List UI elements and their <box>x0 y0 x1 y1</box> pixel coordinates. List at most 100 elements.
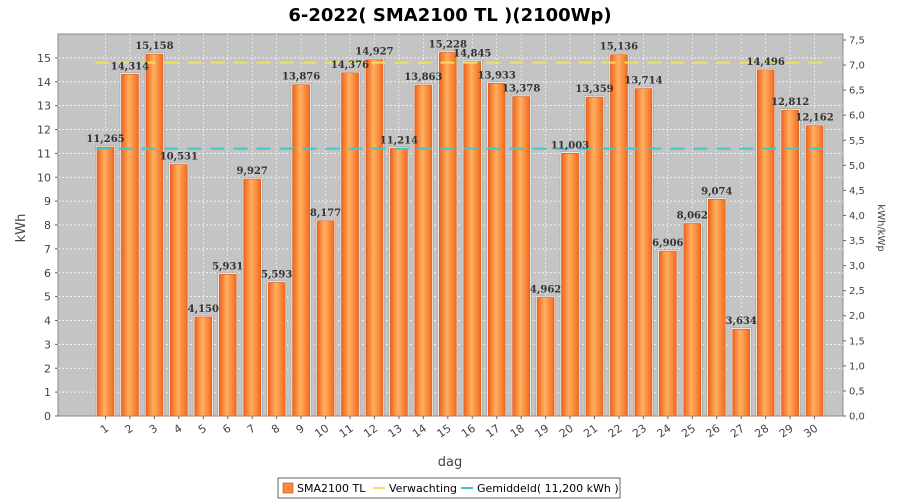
bar <box>610 54 628 417</box>
x-tick-label: 1 <box>98 422 111 437</box>
legend: SMA2100 TL Verwachting Gemiddeld( 11,200 k… <box>277 477 621 499</box>
x-tick-label: 3 <box>147 422 160 437</box>
legend-entry: Verwachting <box>389 482 457 495</box>
x-tick-label: 4 <box>171 422 184 437</box>
bar <box>194 316 213 417</box>
data-label: 8,062 <box>677 211 708 222</box>
data-label: 5,931 <box>212 261 243 272</box>
y2-tick-label: 3,0 <box>849 261 865 272</box>
y2-tick-label: 2,5 <box>849 286 865 297</box>
data-label: 11,265 <box>86 134 124 145</box>
chart-title: 6-2022( SMA2100 TL )(2100Wp) <box>288 5 611 26</box>
data-label: 14,376 <box>331 60 369 71</box>
data-label: 14,314 <box>111 61 149 72</box>
data-label: 13,714 <box>624 76 662 87</box>
x-tick-label: 21 <box>581 422 600 441</box>
y2-tick-label: 0,5 <box>849 386 865 397</box>
y2-tick-label: 5,0 <box>849 161 865 172</box>
legend-entry: SMA2100 TL <box>297 482 366 495</box>
legend-entry: Gemiddeld( 11,200 kWh ) <box>477 482 619 495</box>
x-tick-label: 10 <box>312 422 331 441</box>
bar <box>707 199 726 417</box>
bar <box>781 109 799 417</box>
bar <box>316 220 335 417</box>
y-tick-label: 15 <box>37 52 51 65</box>
y-tick-label: 0 <box>44 410 51 423</box>
x-tick-label: 8 <box>269 422 282 437</box>
data-label: 5,593 <box>261 269 292 280</box>
data-label: 9,927 <box>237 166 268 177</box>
x-tick-label: 7 <box>245 422 258 437</box>
x-tick-label: 30 <box>801 422 820 441</box>
data-label: 6,906 <box>652 238 683 249</box>
data-label: 10,531 <box>160 152 198 163</box>
y-axis-label: kWh <box>14 214 29 243</box>
x-tick-label: 24 <box>655 422 674 441</box>
x-tick-label: 16 <box>459 422 478 441</box>
data-label: 12,162 <box>795 113 833 124</box>
data-label: 4,962 <box>530 285 561 296</box>
data-label: 14,927 <box>355 47 393 58</box>
y-tick-label: 10 <box>37 171 51 184</box>
bar <box>805 125 824 417</box>
x-tick-label: 2 <box>122 422 135 437</box>
bar <box>170 164 188 417</box>
data-label: 15,136 <box>600 42 638 53</box>
bar <box>732 328 751 417</box>
y2-tick-label: 6,5 <box>849 86 865 97</box>
y-tick-label: 7 <box>44 243 51 256</box>
bar <box>390 147 408 417</box>
y-tick-label: 5 <box>44 291 51 304</box>
y2-tick-label: 2,0 <box>849 311 865 322</box>
x-tick-label: 27 <box>728 422 747 441</box>
x-tick-label: 23 <box>630 422 649 441</box>
y2-tick-label: 4,5 <box>849 186 865 197</box>
x-tick-label: 20 <box>557 422 576 441</box>
data-label: 13,876 <box>282 72 320 83</box>
data-label: 15,228 <box>429 39 467 50</box>
bar <box>438 52 457 417</box>
y-tick-label: 14 <box>37 76 51 89</box>
x-tick-label: 6 <box>220 422 233 437</box>
data-label: 4,150 <box>188 304 219 315</box>
y2-tick-label: 7,5 <box>849 36 865 47</box>
x-tick-label: 28 <box>752 422 771 441</box>
data-label: 11,003 <box>551 140 589 151</box>
data-label: 13,359 <box>575 84 613 95</box>
x-tick-label: 19 <box>532 422 551 441</box>
y2-tick-label: 0,0 <box>849 412 865 423</box>
y-tick-label: 6 <box>44 267 51 280</box>
y-tick-label: 1 <box>44 386 51 399</box>
bar <box>292 84 310 417</box>
x-tick-label: 26 <box>704 422 723 441</box>
bar <box>267 282 286 417</box>
bar <box>218 274 237 417</box>
bar <box>756 69 775 417</box>
bar <box>487 83 506 417</box>
y-tick-label: 8 <box>44 219 51 232</box>
data-label: 13,933 <box>478 70 516 81</box>
y-tick-label: 13 <box>37 100 51 113</box>
x-tick-label: 13 <box>386 422 405 441</box>
y2-tick-label: 7,0 <box>849 61 865 72</box>
x-tick-label: 17 <box>483 422 502 441</box>
bar <box>96 146 115 417</box>
bar <box>243 178 261 417</box>
bar <box>683 223 702 417</box>
y-tick-label: 2 <box>44 362 51 375</box>
bar <box>365 59 384 417</box>
x-tick-label: 12 <box>361 422 380 441</box>
x-tick-label: 15 <box>435 422 454 441</box>
data-label: 14,845 <box>453 49 491 60</box>
y2-tick-label: 4,0 <box>849 211 865 222</box>
x-axis-label: dag <box>438 455 462 470</box>
y-tick-label: 11 <box>37 147 51 160</box>
bar <box>463 61 482 417</box>
y2-tick-label: 5,5 <box>849 136 865 147</box>
data-label: 11,214 <box>380 135 418 146</box>
x-tick-label: 18 <box>508 422 527 441</box>
bar <box>512 96 530 417</box>
data-label: 8,177 <box>310 208 341 219</box>
bar <box>659 250 677 417</box>
y-tick-label: 9 <box>44 195 51 208</box>
